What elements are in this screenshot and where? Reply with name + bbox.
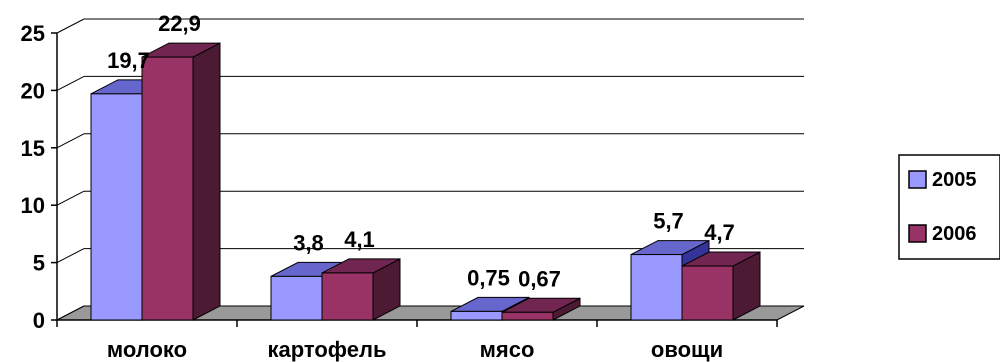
y-tick-label: 25 [21, 21, 45, 46]
value-labels: 19,7 22,9 3,8 4,1 0,75 0,67 5,7 4,7 [107, 11, 735, 291]
legend-label-2006: 2006 [932, 223, 977, 245]
y-tick-label: 15 [21, 136, 45, 161]
bar-2005-2 [450, 310, 503, 321]
y-tick-label: 20 [21, 78, 45, 103]
value-label-2005-1: 3,8 [293, 230, 324, 255]
category-label-2: мясо [480, 337, 535, 362]
bar-2005-1 [270, 275, 323, 321]
gridline-side [56, 190, 85, 206]
legend-swatch-2005 [908, 170, 927, 189]
category-labels: молоко картофель мясо овощи [107, 337, 723, 362]
gridline-side [56, 248, 85, 264]
bar-2005-0 [90, 93, 143, 321]
bar-2006-0 [141, 56, 194, 321]
value-label-2006-3: 4,7 [704, 220, 735, 245]
value-label-2006-2: 0,67 [518, 266, 561, 291]
bar-2006-3 [681, 265, 734, 321]
gridline-side [56, 75, 85, 91]
legend: 2005 2006 [898, 154, 1000, 260]
gridline-side [56, 133, 85, 149]
category-label-1: картофель [267, 337, 386, 362]
bar-side-2006-0 [192, 42, 221, 321]
legend-label-2005: 2005 [932, 169, 977, 191]
value-label-2006-1: 4,1 [344, 227, 375, 252]
value-label-2006-0: 22,9 [158, 11, 201, 36]
category-label-3: овощи [651, 337, 723, 362]
y-tick-label: 0 [33, 308, 45, 333]
y-tick-label: 10 [21, 193, 45, 218]
legend-swatch-2006 [908, 224, 927, 243]
gridline-side [56, 18, 85, 34]
bar-2006-2 [501, 311, 554, 321]
value-label-2005-0: 19,7 [107, 48, 150, 73]
value-label-2005-3: 5,7 [653, 209, 684, 234]
bar-2005-3 [630, 254, 683, 321]
category-label-0: молоко [107, 337, 187, 362]
y-tick-label: 5 [33, 251, 45, 276]
bars [90, 42, 761, 321]
value-label-2005-2: 0,75 [467, 265, 510, 290]
bar-2006-1 [321, 272, 374, 321]
